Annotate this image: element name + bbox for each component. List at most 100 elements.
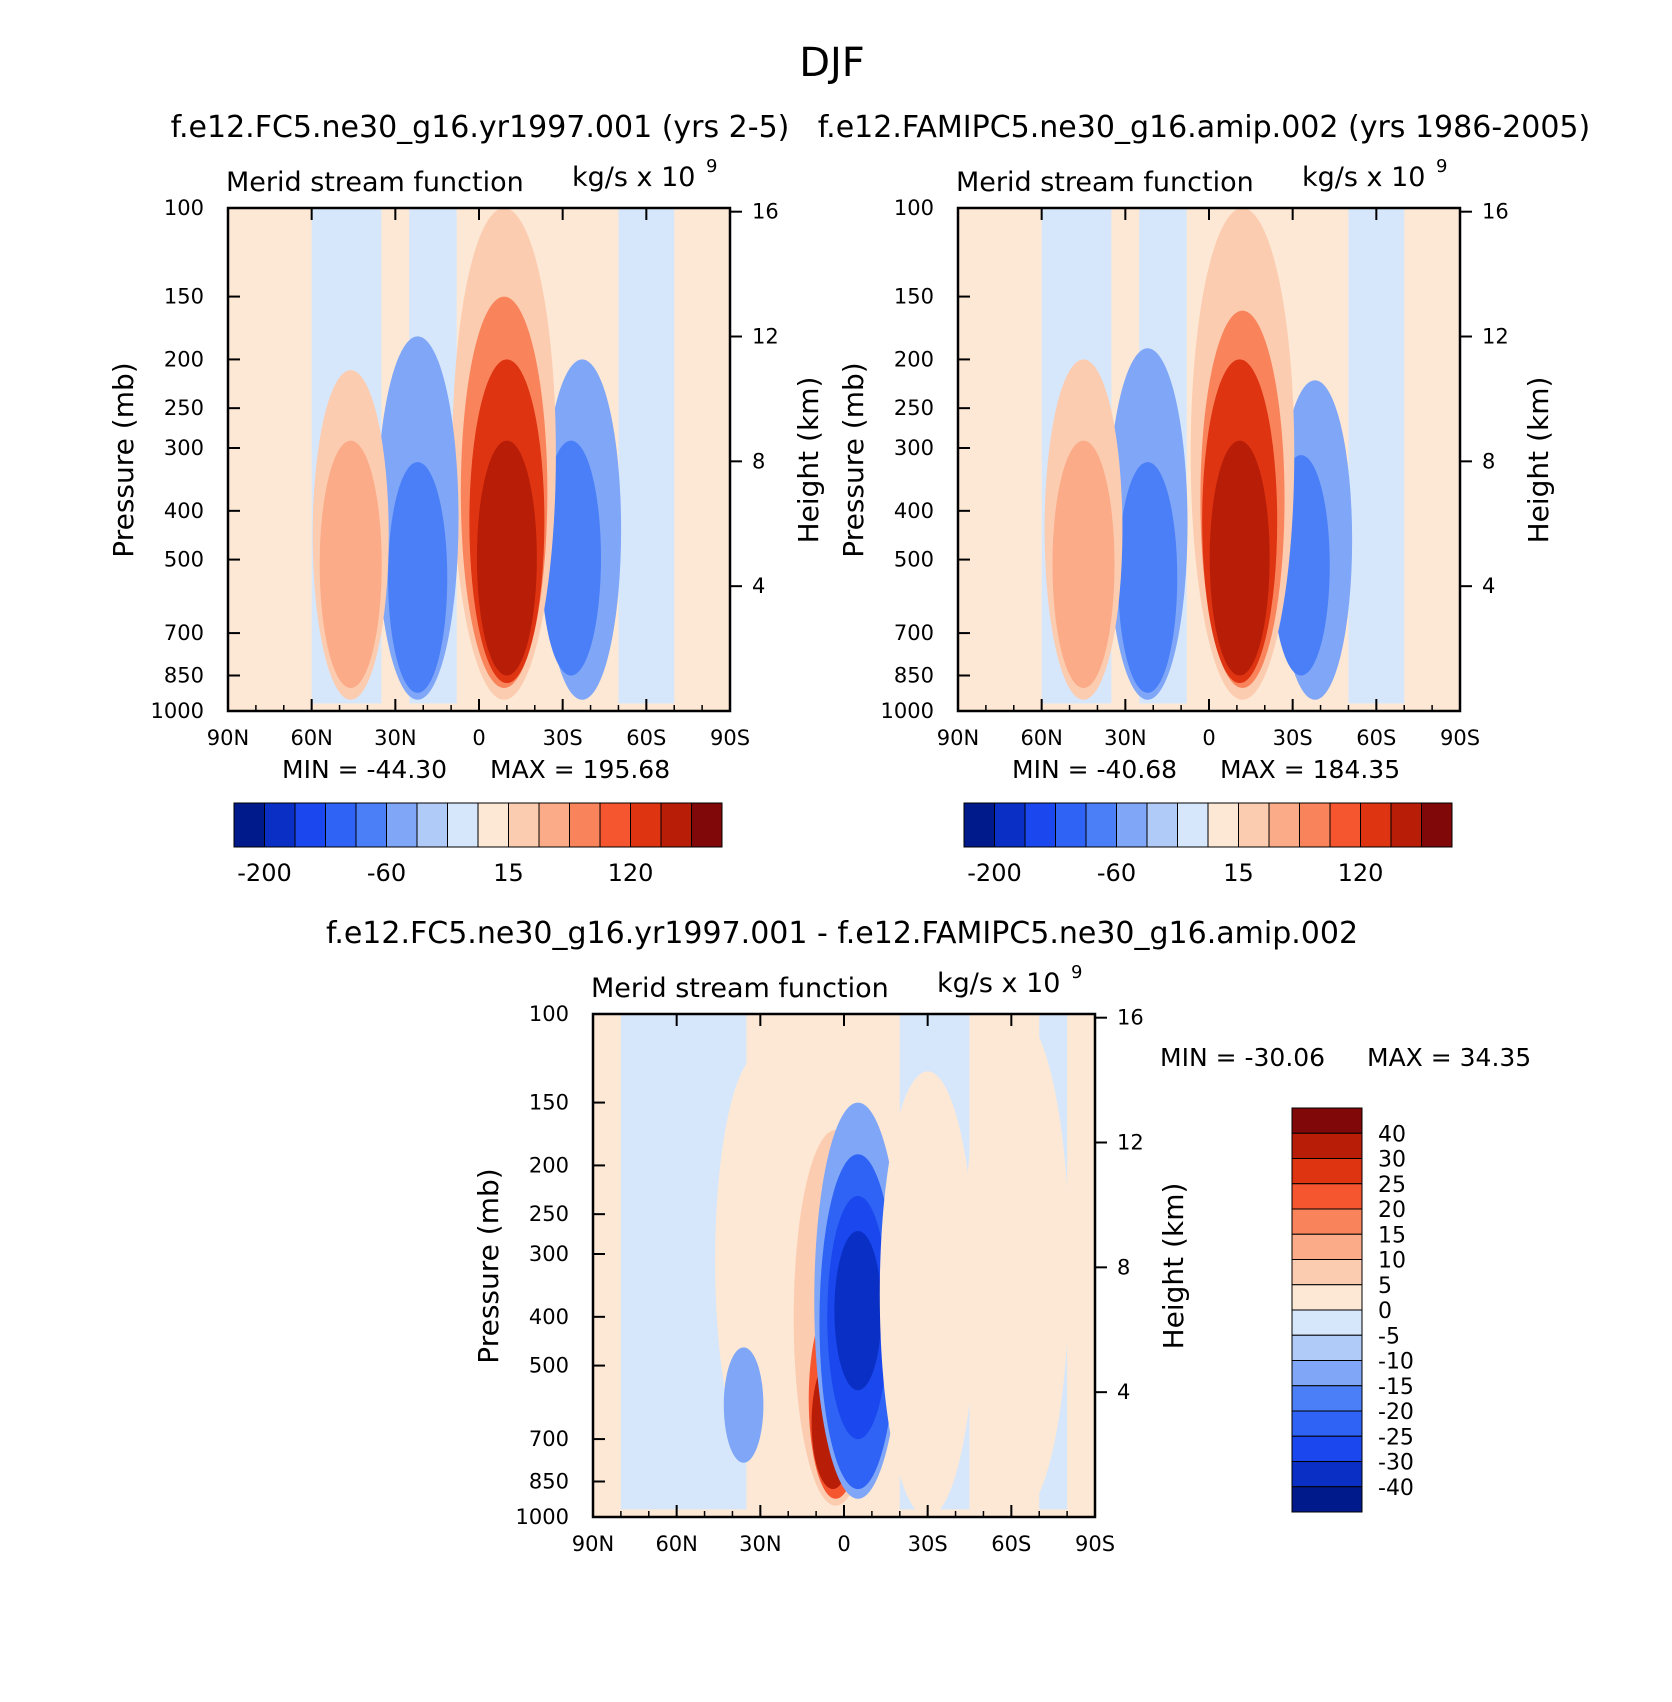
x-tick-label: 60N — [290, 726, 332, 750]
colorbar-box — [660, 802, 692, 848]
y-tick-label: 700 — [894, 621, 934, 645]
min-text: MIN = -44.30 — [282, 755, 447, 784]
colorbar: -200 -60 15 120 — [233, 802, 723, 887]
y-axis-label: Pressure (mb) — [107, 362, 140, 557]
y-right-tick-label: 4 — [1482, 574, 1495, 598]
colorbar-box — [1291, 1208, 1363, 1235]
colorbar: -200 -60 15 120 — [963, 802, 1453, 887]
y-tick-label: 100 — [529, 1002, 569, 1026]
right-string: kg/s x 10 — [1302, 162, 1425, 193]
colorbar-label: 15 — [1223, 859, 1254, 887]
colorbar-box — [1291, 1385, 1363, 1412]
colorbar-box — [1291, 1410, 1363, 1437]
y-tick-label: 200 — [529, 1153, 569, 1177]
colorbar-label: 10 — [1378, 1249, 1406, 1274]
panel-difference: f.e12.FC5.ne30_g16.yr1997.001 - f.e12.FA… — [326, 916, 1531, 1556]
colorbar-box — [1291, 1233, 1363, 1260]
colorbar-box — [963, 802, 995, 848]
colorbar-box — [1291, 1486, 1363, 1513]
x-tick-label: 60N — [655, 1532, 697, 1556]
contour-plot-area: 90N 60N 30N 0 30S 60S 90S 100 150 200 250 300 400 500… — [516, 1002, 1144, 1556]
y-tick-label: 150 — [529, 1091, 569, 1115]
colorbar-box — [447, 802, 479, 848]
colorbar-box — [1291, 1435, 1363, 1462]
x-tick-label: 60S — [626, 726, 666, 750]
y-tick-label: 150 — [164, 285, 204, 309]
colorbar-box — [1268, 802, 1300, 848]
y-right-axis-label: Height (km) — [1522, 377, 1555, 544]
y-tick-label: 100 — [164, 196, 204, 220]
colorbar-box — [1291, 1284, 1363, 1311]
colorbar-label: -60 — [367, 859, 406, 887]
max-text: MAX = 34.35 — [1367, 1043, 1531, 1072]
y-tick-label: 1000 — [516, 1505, 569, 1529]
y-right-tick-label: 8 — [752, 449, 765, 473]
x-tick-label: 30S — [543, 726, 583, 750]
y-axis-label: Pressure (mb) — [837, 362, 870, 557]
contour-cell — [834, 1230, 882, 1391]
y-tick-label: 700 — [529, 1427, 569, 1451]
y-right-tick-label: 12 — [752, 325, 779, 349]
y-right-tick-label: 4 — [752, 574, 765, 598]
x-tick-label: 90N — [937, 726, 979, 750]
panel-title: f.e12.FC5.ne30_g16.yr1997.001 (yrs 2-5) — [171, 110, 790, 145]
x-tick-label: 90N — [207, 726, 249, 750]
y-right-tick-label: 12 — [1117, 1131, 1144, 1155]
x-tick-label: 90N — [572, 1532, 614, 1556]
y-right-tick-label: 16 — [1117, 1006, 1144, 1030]
contour-cell — [388, 462, 448, 693]
colorbar-box — [477, 802, 509, 848]
colorbar-box — [1291, 1107, 1363, 1134]
y-tick-label: 250 — [894, 396, 934, 420]
x-tick-label: 60S — [1356, 726, 1396, 750]
colorbar-label: -60 — [1097, 859, 1136, 887]
colorbar-label: -5 — [1378, 1324, 1400, 1349]
panel-amip-run: f.e12.FAMIPC5.ne30_g16.amip.002 (yrs 198… — [818, 110, 1590, 887]
field-band — [1348, 208, 1405, 704]
min-text: MIN = -40.68 — [1012, 755, 1177, 784]
colorbar-label: 0 — [1378, 1299, 1392, 1324]
left-string: Merid stream function — [226, 167, 524, 198]
colorbar-box — [1329, 802, 1361, 848]
colorbar-label: -200 — [237, 859, 291, 887]
colorbar-box — [1146, 802, 1178, 848]
colorbar-box — [416, 802, 448, 848]
y-tick-label: 500 — [164, 548, 204, 572]
y-tick-label: 850 — [894, 663, 934, 687]
colorbar-label: 20 — [1378, 1198, 1406, 1223]
right-string: kg/s x 10 — [937, 968, 1060, 999]
colorbar-label: -20 — [1378, 1400, 1414, 1425]
colorbar-box — [630, 802, 662, 848]
max-text: MAX = 184.35 — [1220, 755, 1400, 784]
y-tick-label: 400 — [164, 499, 204, 523]
contour-cell — [964, 1014, 1070, 1517]
contour-cell — [723, 1347, 764, 1463]
colorbar-box — [1291, 1334, 1363, 1361]
left-string: Merid stream function — [956, 167, 1254, 198]
colorbar-label: 30 — [1378, 1148, 1406, 1173]
colorbar-label: 25 — [1378, 1173, 1406, 1198]
colorbar-box — [355, 802, 387, 848]
min-text: MIN = -30.06 — [1160, 1043, 1325, 1072]
x-tick-label: 30S — [1273, 726, 1313, 750]
colorbar-box — [1207, 802, 1239, 848]
colorbar-box — [538, 802, 570, 848]
y-tick-label: 300 — [529, 1242, 569, 1266]
colorbar-label: 120 — [608, 859, 654, 887]
contour-cell — [879, 1071, 976, 1517]
x-tick-label: 0 — [1202, 726, 1215, 750]
colorbar-box — [1291, 1309, 1363, 1336]
y-tick-label: 1000 — [151, 699, 204, 723]
y-tick-label: 1000 — [881, 699, 934, 723]
contour-cell — [541, 440, 602, 676]
right-string-exponent: 9 — [1436, 156, 1447, 177]
colorbar-box — [1177, 802, 1209, 848]
colorbar-box — [691, 802, 723, 848]
colorbar-box — [1116, 802, 1148, 848]
colorbar-box — [1291, 1158, 1363, 1185]
y-tick-label: 250 — [164, 396, 204, 420]
contour-cell — [1052, 440, 1115, 688]
y-tick-label: 100 — [894, 196, 934, 220]
x-tick-label: 30S — [908, 1532, 948, 1556]
